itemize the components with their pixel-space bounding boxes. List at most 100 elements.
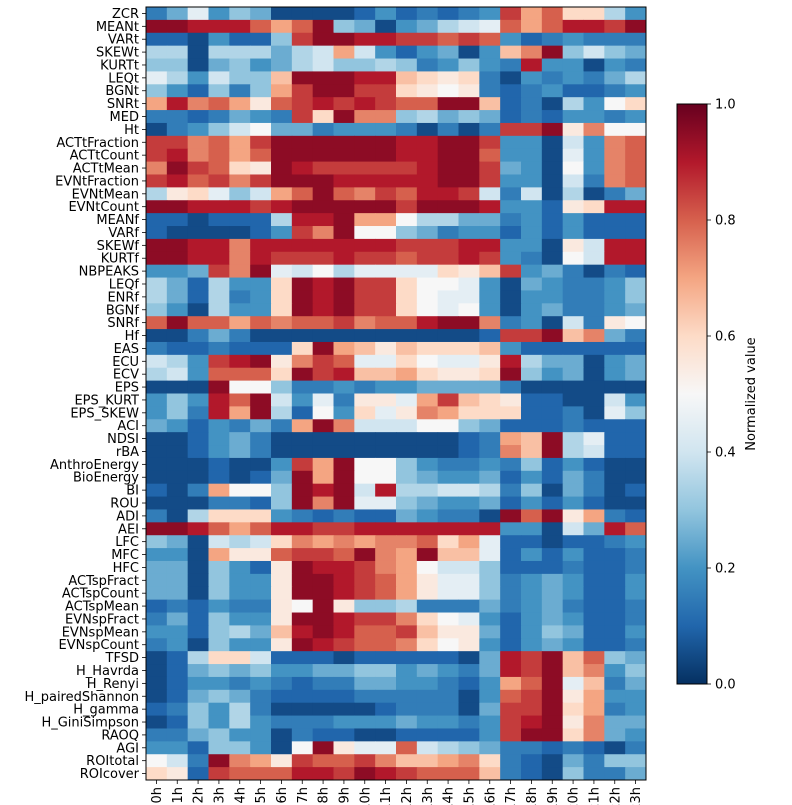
heatmap-cell: [562, 238, 584, 253]
heatmap-cell: [333, 522, 355, 536]
heatmap-cell: [271, 406, 293, 420]
heatmap-cell: [229, 457, 251, 472]
heatmap-cell: [146, 470, 168, 485]
heatmap-cell: [458, 316, 480, 330]
heatmap-cell: [375, 715, 397, 729]
heatmap-cell: [479, 367, 501, 382]
heatmap-cell: [271, 754, 293, 768]
heatmap-cell: [437, 84, 459, 98]
heatmap-cell: [625, 32, 647, 47]
heatmap-cell: [354, 316, 376, 330]
heatmap-cell: [146, 7, 168, 21]
heatmap-cell: [583, 638, 605, 652]
heatmap-cell: [583, 148, 605, 163]
heatmap-cell: [187, 548, 209, 562]
heatmap-cell: [229, 226, 251, 240]
heatmap-cell: [541, 45, 564, 60]
y-tick-label: ACI: [117, 419, 139, 434]
heatmap-cell: [333, 174, 355, 188]
heatmap-cell: [187, 522, 209, 536]
heatmap-cell: [291, 264, 314, 279]
heatmap-cell: [583, 316, 605, 330]
heatmap-cell: [583, 264, 605, 279]
heatmap-cell: [187, 238, 209, 253]
x-tick-label: 21h: [587, 787, 602, 805]
heatmap-cell: [541, 380, 564, 394]
heatmap-cell: [458, 573, 480, 588]
heatmap-cell: [208, 483, 230, 498]
heatmap-cell: [458, 200, 480, 214]
heatmap-cell: [583, 509, 605, 523]
heatmap-cell: [625, 277, 647, 291]
heatmap-cell: [187, 45, 209, 60]
heatmap-cell: [229, 406, 251, 420]
heatmap-cell: [521, 676, 543, 691]
heatmap-cell: [500, 354, 522, 369]
heatmap-cell: [166, 174, 189, 188]
heatmap-cell: [604, 470, 626, 485]
heatmap-cell: [437, 445, 459, 459]
heatmap-cell: [208, 19, 230, 34]
heatmap-cell: [396, 251, 418, 266]
heatmap-cell: [479, 767, 501, 781]
heatmap-cell: [604, 213, 626, 227]
heatmap-cell: [479, 689, 501, 704]
heatmap-cell: [208, 380, 230, 394]
y-tick-label: ZCR: [112, 7, 139, 22]
heatmap-cell: [458, 651, 480, 665]
heatmap-cell: [562, 32, 584, 47]
heatmap-cell: [229, 122, 251, 137]
heatmap-cell: [146, 316, 168, 330]
heatmap-cell: [271, 651, 293, 665]
heatmap-cell: [312, 535, 334, 549]
heatmap-cell: [458, 341, 480, 356]
heatmap-cell: [354, 548, 376, 562]
heatmap-cell: [291, 97, 314, 111]
heatmap-cell: [521, 470, 543, 485]
heatmap-cell: [375, 316, 397, 330]
heatmap-cell: [416, 522, 439, 536]
heatmap-cell: [250, 741, 272, 755]
heatmap-cell: [583, 122, 605, 137]
heatmap-cell: [146, 329, 168, 343]
heatmap-cell: [312, 599, 334, 614]
heatmap-cell: [479, 573, 501, 588]
heatmap-cell: [375, 71, 397, 85]
heatmap-cell: [312, 354, 334, 369]
heatmap-cell: [187, 715, 209, 729]
heatmap-cell: [500, 599, 522, 614]
heatmap-cell: [166, 496, 189, 510]
heatmap-cell: [333, 676, 355, 691]
heatmap-cell: [229, 393, 251, 407]
y-tick-label: ENRf: [107, 290, 139, 305]
heatmap-cell: [562, 741, 584, 755]
heatmap-cell: [375, 277, 397, 291]
heatmap-cell: [604, 560, 626, 575]
heatmap-cell: [416, 689, 439, 704]
heatmap-cell: [521, 200, 543, 214]
heatmap-cell: [146, 432, 168, 446]
heatmap-cell: [604, 419, 626, 433]
heatmap-cell: [562, 122, 584, 137]
heatmap-cell: [250, 161, 272, 175]
heatmap-cell: [250, 264, 272, 279]
heatmap-cell: [521, 97, 543, 111]
heatmap-cell: [458, 560, 480, 575]
heatmap-cell: [479, 406, 501, 420]
y-tick-label: BI: [126, 484, 139, 499]
y-tick-label: H_pairedShannon: [24, 690, 139, 705]
heatmap-cell: [583, 728, 605, 742]
heatmap-cell: [396, 380, 418, 394]
heatmap-cell: [354, 32, 376, 47]
heatmap-cell: [291, 367, 314, 382]
heatmap-cell: [271, 32, 293, 47]
heatmap-cell: [312, 316, 334, 330]
heatmap-cell: [166, 290, 189, 304]
heatmap-cell: [146, 560, 168, 575]
heatmap-cell: [354, 264, 376, 279]
heatmap-cell: [291, 676, 314, 691]
heatmap-cell: [541, 200, 564, 214]
heatmap-cell: [604, 251, 626, 266]
heatmap-cell: [208, 135, 230, 150]
heatmap-cell: [541, 71, 564, 85]
